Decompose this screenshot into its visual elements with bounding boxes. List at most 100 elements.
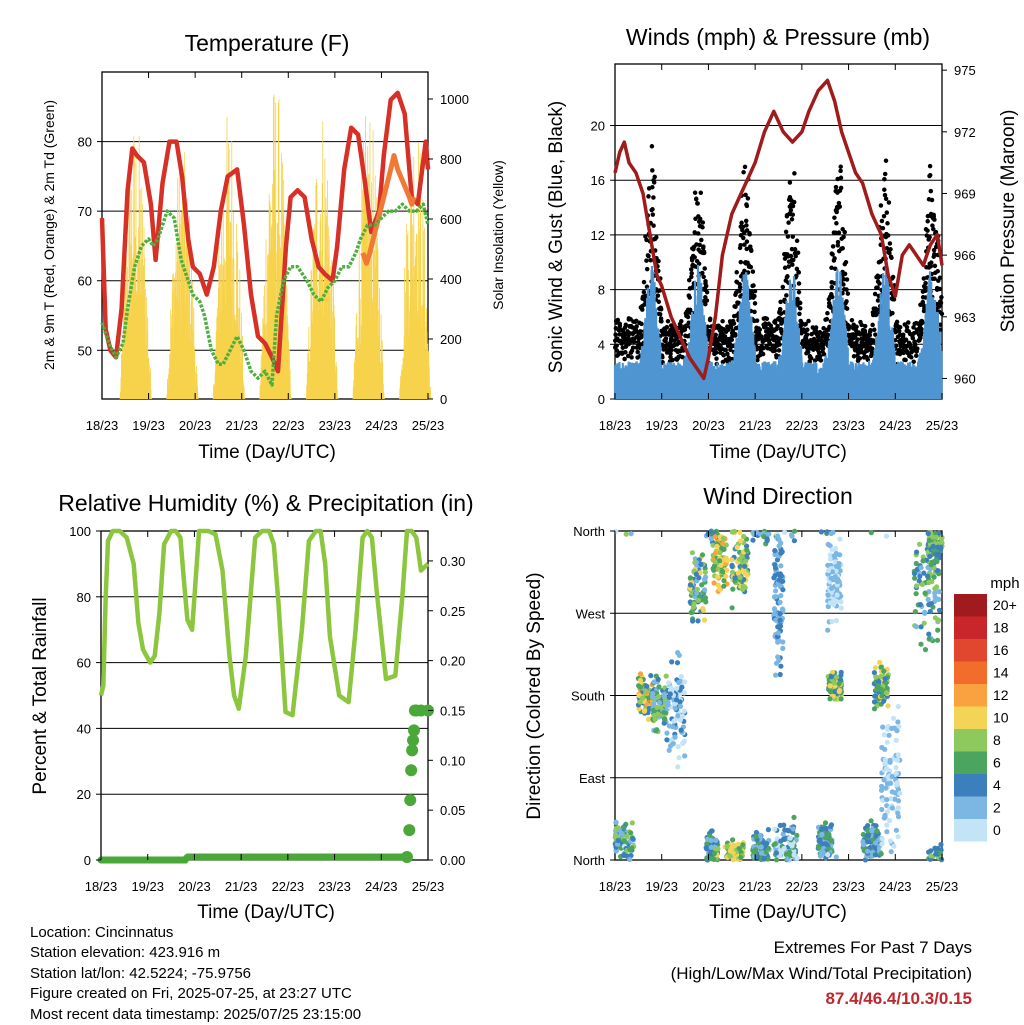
direction-point — [729, 562, 735, 569]
direction-point — [687, 575, 694, 581]
direction-point — [717, 550, 723, 556]
direction-point — [838, 696, 844, 702]
direction-point — [927, 553, 933, 560]
direction-point — [891, 843, 897, 849]
y-tick-label: 80 — [78, 135, 92, 150]
direction-point — [742, 563, 748, 569]
direction-point — [713, 550, 719, 556]
direction-point — [872, 852, 879, 858]
direction-point — [656, 694, 662, 700]
direction-point — [778, 593, 784, 599]
x-tick-label: 24/23 — [365, 879, 398, 894]
direction-point — [879, 841, 885, 847]
precipitation-dot — [406, 744, 419, 757]
direction-point — [921, 620, 927, 626]
direction-point — [837, 568, 843, 574]
y2-tick-label: 975 — [954, 63, 976, 78]
x-tick-label: 22/23 — [786, 879, 819, 894]
direction-point — [828, 585, 835, 591]
x-tick-label: 22/23 — [786, 418, 819, 433]
direction-series — [612, 528, 945, 863]
direction-point — [707, 529, 714, 535]
humidity-title: Relative Humidity (%) & Precipitation (i… — [58, 490, 473, 516]
direction-point — [925, 596, 931, 603]
direction-point — [620, 824, 627, 831]
direction-point — [828, 823, 834, 830]
direction-point — [640, 695, 646, 701]
gust-dots — [612, 144, 945, 367]
colorbar-label: 4 — [993, 777, 1001, 793]
direction-point — [730, 569, 736, 576]
direction-point — [935, 544, 941, 550]
direction-point — [930, 543, 936, 550]
direction-point — [729, 557, 735, 563]
temperature-ylabel-left: 2m & 9m T (Red, Orange) & 2m Td (Green) — [41, 100, 57, 370]
y-tick-label: North — [573, 524, 605, 539]
direction-point — [926, 537, 932, 544]
direction-point — [879, 836, 885, 842]
direction-point — [667, 691, 673, 697]
direction-point — [823, 841, 829, 847]
direction-point — [837, 536, 843, 542]
direction-point — [829, 547, 835, 553]
direction-point — [670, 724, 676, 730]
direction-point — [897, 790, 903, 797]
colorbar-swatch — [954, 616, 987, 639]
y-tick-label: 8 — [598, 283, 605, 298]
direction-point — [820, 849, 826, 855]
footer-latlon: Station lat/lon: 42.5224; -75.9756 — [30, 964, 252, 982]
direction-point — [833, 674, 840, 680]
direction-point — [872, 665, 879, 671]
direction-point — [913, 591, 919, 597]
direction-point — [778, 550, 784, 556]
x-tick-label: 24/23 — [365, 418, 398, 433]
direction-point — [827, 600, 833, 606]
direction-point — [773, 594, 779, 600]
x-tick-label: 18/23 — [599, 879, 632, 894]
direction-point — [715, 846, 721, 852]
direction-point — [895, 805, 901, 811]
direction-point — [936, 530, 942, 536]
direction-point — [627, 856, 633, 863]
direction-point — [711, 856, 717, 863]
y2-tick-label: 963 — [954, 310, 976, 325]
direction-point — [886, 732, 892, 738]
direction-point — [825, 592, 831, 598]
direction-point — [744, 543, 750, 549]
direction-point — [724, 843, 730, 850]
direction-point — [896, 723, 902, 730]
direction-ticks: 18/23 19/23 20/23 21/23 22/23 23/23 24/23 25/23… — [571, 524, 958, 894]
direction-point — [879, 693, 885, 699]
direction-point — [884, 797, 890, 803]
direction-point — [779, 848, 785, 854]
direction-point — [721, 577, 727, 584]
humidity-grid — [101, 596, 428, 795]
direction-point — [720, 535, 726, 542]
x-tick-label: 20/23 — [179, 418, 212, 433]
x-tick-label: 21/23 — [225, 418, 258, 433]
direction-point — [914, 549, 920, 555]
direction-point — [615, 837, 621, 844]
direction-point — [701, 576, 708, 583]
direction-point — [873, 833, 879, 839]
y-tick-label: 0 — [598, 392, 605, 407]
y-tick-label: East — [579, 771, 605, 786]
direction-point — [882, 746, 888, 752]
direction-point — [637, 671, 644, 677]
direction-point — [881, 668, 887, 674]
direction-point — [699, 582, 705, 588]
direction-point — [711, 850, 718, 857]
direction-point — [873, 823, 879, 829]
x-tick-label: 23/23 — [319, 418, 352, 433]
y2-tick-label: 600 — [440, 212, 462, 227]
direction-point — [669, 659, 675, 665]
direction-point — [772, 565, 779, 571]
direction-point — [637, 677, 644, 684]
direction-point — [889, 805, 896, 811]
y2-tick-label: 0.20 — [440, 654, 465, 669]
precipitation-dot — [404, 794, 417, 807]
direction-point — [719, 568, 726, 575]
y2-tick-label: 966 — [954, 248, 976, 263]
y2-tick-label: 800 — [440, 152, 462, 167]
